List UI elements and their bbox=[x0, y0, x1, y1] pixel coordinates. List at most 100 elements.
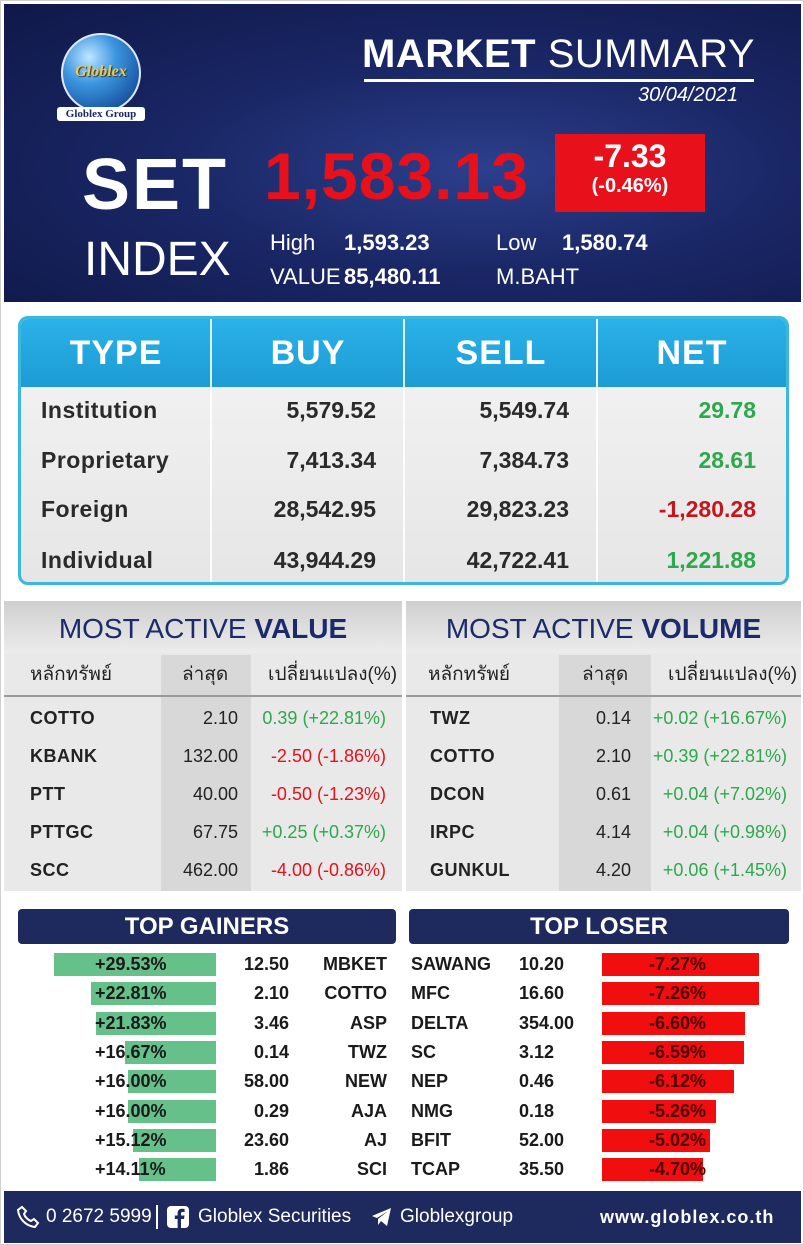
website-link[interactable]: www.globlex.co.th bbox=[600, 1207, 775, 1227]
gainer-percent: +16.00% bbox=[95, 1071, 167, 1092]
symbol: PTTGC bbox=[30, 822, 94, 842]
divider bbox=[210, 319, 212, 582]
gainer-bar bbox=[128, 1070, 216, 1094]
investor-type-table: TYPE BUY SELL NET Institution 5,579.52 5… bbox=[18, 316, 789, 585]
last-price: 462.00 bbox=[182, 860, 238, 880]
change: +0.39 (+22.81%) bbox=[652, 746, 787, 766]
loser-symbol: SC bbox=[411, 1041, 437, 1062]
gainer-price: 1.86 bbox=[253, 1159, 289, 1180]
loser-price: 35.50 bbox=[519, 1159, 565, 1180]
value-unit: M.BAHT bbox=[496, 264, 580, 289]
loser-bar bbox=[602, 1070, 734, 1094]
list-item: GUNKUL 4.20 +0.06 (+1.45%) bbox=[406, 851, 801, 889]
footer-bar: 0 2672 5999 Globlex Securities Globlexgr… bbox=[4, 1191, 801, 1243]
table-row: Proprietary 7,413.34 7,384.73 28.61 bbox=[21, 435, 786, 485]
index-label: INDEX bbox=[84, 233, 231, 286]
last-price: 4.14 bbox=[595, 822, 631, 842]
last-price: 0.61 bbox=[595, 784, 631, 804]
col-sell: SELL bbox=[455, 334, 547, 372]
table-row: Individual 43,944.29 42,722.41 1,221.88 bbox=[21, 535, 786, 582]
row-net: 28.61 bbox=[698, 447, 756, 473]
low-value: 1,580.74 bbox=[562, 230, 648, 255]
col-type: TYPE bbox=[69, 334, 163, 372]
loser-percent: -7.27% bbox=[649, 954, 707, 974]
gainer-symbol: TWZ bbox=[348, 1041, 387, 1062]
gainer-percent: +16.67% bbox=[95, 1041, 167, 1062]
low-label: Low bbox=[496, 230, 537, 255]
gainer-symbol: AJ bbox=[363, 1129, 387, 1150]
table-row: +16.67% 0.14 TWZ SC 3.12 -6.59% bbox=[1, 1038, 804, 1067]
gainer-percent: +29.53% bbox=[95, 954, 167, 974]
row-net: 1,221.88 bbox=[666, 547, 756, 573]
list-item: TWZ 0.14 +0.02 (+16.67%) bbox=[406, 699, 801, 737]
symbol: TWZ bbox=[430, 708, 471, 728]
high-label: High bbox=[270, 230, 316, 255]
loser-price: 10.20 bbox=[519, 954, 565, 974]
list-item: SCC 462.00 -4.00 (-0.86%) bbox=[4, 851, 402, 889]
last-price: 0.14 bbox=[595, 708, 631, 728]
row-buy: 43,944.29 bbox=[273, 547, 376, 573]
divider bbox=[596, 319, 598, 582]
title-underline bbox=[364, 79, 754, 82]
row-type: Foreign bbox=[41, 496, 129, 522]
divider bbox=[403, 319, 405, 582]
gainer-percent: +16.00% bbox=[95, 1100, 167, 1121]
gainer-bar bbox=[96, 1011, 216, 1035]
loser-percent: -4.70% bbox=[649, 1159, 707, 1180]
facebook-icon bbox=[167, 1206, 189, 1228]
column-shade bbox=[161, 655, 251, 891]
row-buy: 5,579.52 bbox=[286, 397, 376, 423]
gainer-symbol: NEW bbox=[345, 1071, 387, 1092]
facebook-link[interactable]: Globlex Securities bbox=[198, 1206, 352, 1227]
gainer-price: 2.10 bbox=[253, 983, 289, 1004]
table-row: +21.83% 3.46 ASP DELTA 354.00 -6.60% bbox=[1, 1009, 804, 1038]
table-row: Foreign 28,542.95 29,823.23 -1,280.28 bbox=[21, 484, 786, 534]
divider bbox=[156, 1205, 158, 1229]
loser-symbol: DELTA bbox=[411, 1012, 469, 1033]
change: +0.04 (+7.02%) bbox=[662, 784, 787, 804]
logo-text: Globlex bbox=[75, 63, 127, 80]
symbol: KBANK bbox=[30, 746, 98, 766]
value-amount: 85,480.11 bbox=[344, 264, 441, 289]
list-item: PTTGC 67.75 +0.25 (+0.37%) bbox=[4, 813, 402, 851]
last-price: 2.10 bbox=[595, 746, 631, 766]
gainer-symbol: COTTO bbox=[324, 983, 387, 1004]
top-gainers-title: TOP GAINERS bbox=[18, 909, 396, 944]
high-value: 1,593.23 bbox=[344, 230, 430, 255]
loser-bar bbox=[602, 1158, 703, 1182]
telegram-link[interactable]: Globlexgroup bbox=[400, 1206, 514, 1227]
gainer-symbol: SCI bbox=[356, 1159, 387, 1180]
column-headers: หลักทรัพย์ ล่าสุด เปลี่ยนแปลง(%) bbox=[30, 664, 398, 685]
last-price: 132.00 bbox=[182, 746, 238, 766]
symbol: COTTO bbox=[430, 746, 496, 766]
table-row: +15.12% 23.60 AJ BFIT 52.00 -5.02% bbox=[1, 1126, 804, 1155]
gainer-price: 0.29 bbox=[253, 1100, 289, 1121]
loser-percent: -6.60% bbox=[649, 1012, 707, 1033]
gainer-symbol: ASP bbox=[349, 1012, 387, 1033]
row-type: Individual bbox=[41, 547, 154, 573]
globe-icon bbox=[61, 33, 141, 113]
change: -0.50 (-1.23%) bbox=[270, 784, 386, 804]
last-price: 40.00 bbox=[192, 784, 238, 804]
symbol: DCON bbox=[430, 784, 485, 804]
last-price: 2.10 bbox=[202, 708, 238, 728]
symbol: SCC bbox=[30, 860, 70, 880]
gainer-price: 23.60 bbox=[243, 1129, 289, 1150]
loser-price: 3.12 bbox=[519, 1041, 555, 1062]
divider bbox=[406, 695, 801, 697]
list-item: COTTO 2.10 +0.39 (+22.81%) bbox=[406, 737, 801, 775]
row-type: Institution bbox=[41, 397, 158, 423]
gainer-bar bbox=[128, 1099, 216, 1123]
loser-bar bbox=[602, 1011, 745, 1035]
loser-symbol: BFIT bbox=[411, 1129, 451, 1150]
row-buy: 7,413.34 bbox=[286, 447, 376, 473]
list-item: IRPC 4.14 +0.04 (+0.98%) bbox=[406, 813, 801, 851]
phone-number[interactable]: 0 2672 5999 bbox=[46, 1206, 152, 1227]
loser-price: 52.00 bbox=[519, 1129, 565, 1150]
section-title: MOST ACTIVE VOLUME bbox=[406, 601, 801, 653]
gainer-price: 58.00 bbox=[243, 1071, 289, 1092]
gainer-price: 12.50 bbox=[243, 954, 289, 974]
table-row: +16.00% 0.29 AJA NMG 0.18 -5.26% bbox=[1, 1097, 804, 1126]
gainer-bar bbox=[125, 1040, 216, 1064]
